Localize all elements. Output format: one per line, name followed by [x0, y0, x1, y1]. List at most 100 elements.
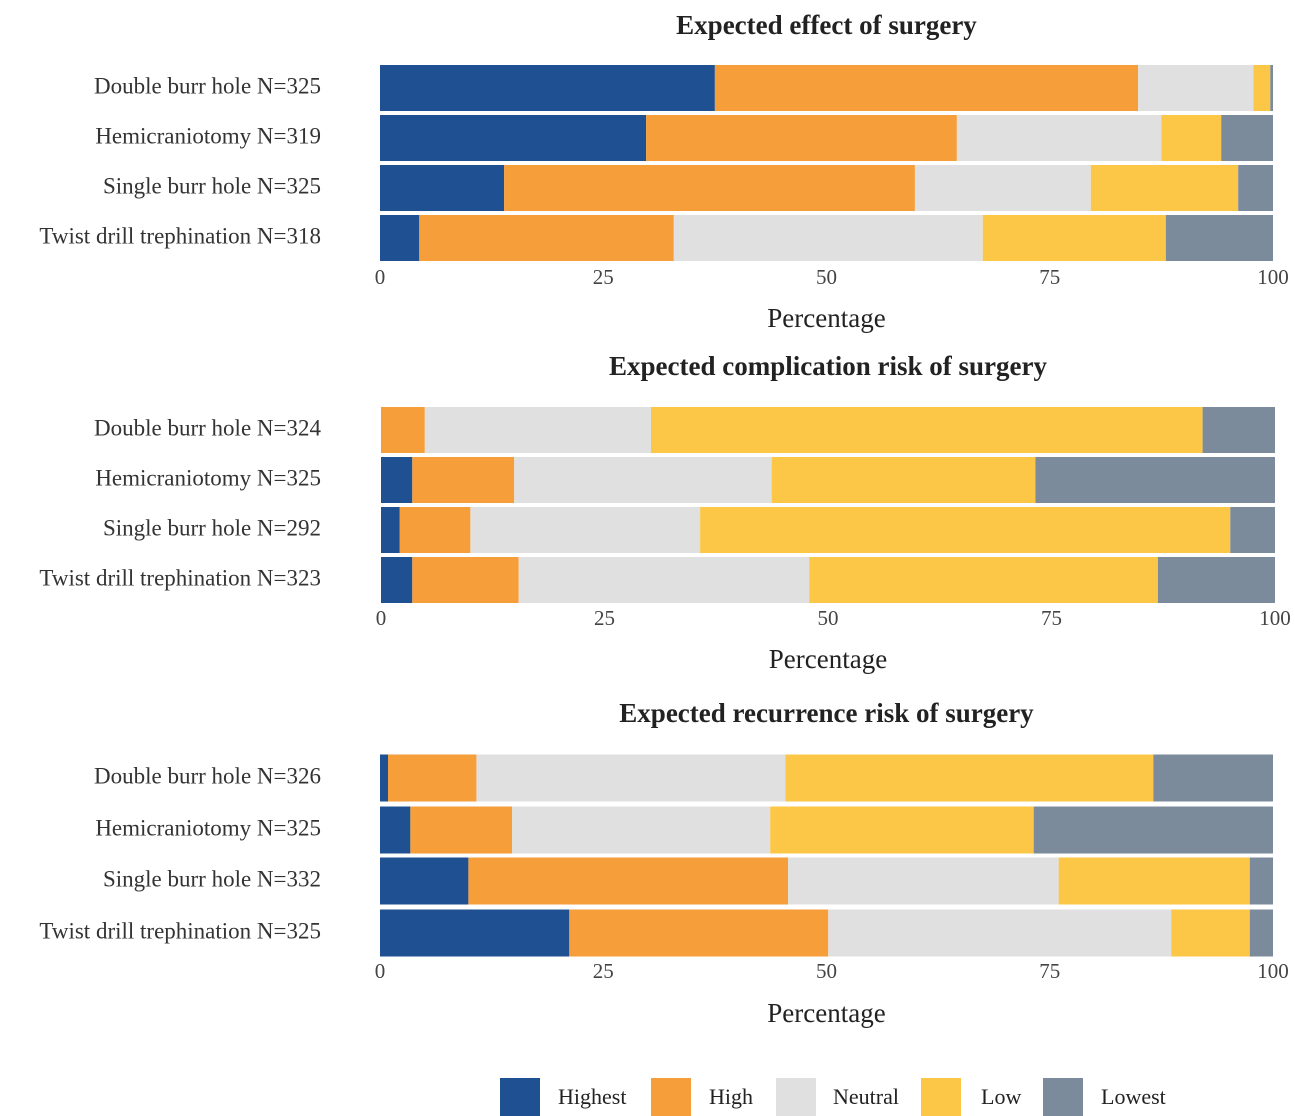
- x-tick-label: 50: [816, 265, 837, 289]
- bar-segment: [514, 457, 772, 503]
- x-tick-label: 50: [816, 959, 837, 983]
- bar-segment: [673, 215, 983, 261]
- category-label: Twist drill trephination N=323: [39, 565, 321, 590]
- bar-segment: [1153, 754, 1273, 802]
- bar-segment: [1033, 806, 1273, 854]
- bar-segment: [424, 407, 651, 453]
- bar-segment: [956, 115, 1162, 161]
- bar-segment: [410, 806, 513, 854]
- category-label: Hemicraniotomy N=325: [95, 815, 321, 840]
- bar-segment: [380, 806, 411, 854]
- bar-segment: [1238, 165, 1273, 211]
- bar-segment: [388, 754, 477, 802]
- legend-label: High: [709, 1084, 753, 1109]
- x-tick-label: 50: [818, 606, 839, 630]
- category-label: Double burr hole N=324: [94, 415, 321, 440]
- x-tick-label: 25: [593, 959, 614, 983]
- x-axis-label: Percentage: [767, 998, 885, 1028]
- bar-segment: [788, 857, 1059, 905]
- bar-segment: [1249, 857, 1273, 905]
- x-tick-label: 100: [1257, 959, 1289, 983]
- bar-segment: [1035, 457, 1275, 503]
- bar-segment: [771, 457, 1036, 503]
- bar-segment: [714, 65, 1139, 111]
- bar-segment: [1138, 65, 1254, 111]
- category-label: Single burr hole N=325: [103, 173, 321, 198]
- bar-segment: [650, 407, 1203, 453]
- bar-segment: [380, 165, 505, 211]
- bar-segment: [518, 557, 810, 603]
- bar-segment: [1270, 65, 1273, 111]
- category-label: Twist drill trephination N=325: [39, 918, 321, 943]
- bar-segment: [700, 507, 1231, 553]
- bar-segment: [982, 215, 1166, 261]
- category-label: Single burr hole N=292: [103, 515, 321, 540]
- bar-segment: [770, 806, 1034, 854]
- legend-label: Lowest: [1101, 1084, 1166, 1109]
- bar-segment: [1090, 165, 1239, 211]
- x-axis-label: Percentage: [767, 303, 885, 333]
- bar-segment: [381, 507, 400, 553]
- bar-segment: [569, 909, 829, 957]
- chart-title: Expected effect of surgery: [676, 10, 977, 40]
- bar-segment: [1230, 507, 1275, 553]
- legend-swatch: [651, 1078, 691, 1116]
- bar-segment: [914, 165, 1091, 211]
- bar-segment: [1165, 215, 1273, 261]
- x-tick-label: 75: [1039, 959, 1060, 983]
- legend-swatch: [921, 1078, 961, 1116]
- bar-segment: [380, 65, 715, 111]
- x-tick-label: 75: [1041, 606, 1062, 630]
- bar-segment: [380, 754, 389, 802]
- bar-segment: [828, 909, 1172, 957]
- bar-segment: [380, 115, 647, 161]
- legend-swatch: [776, 1078, 816, 1116]
- bar-segment: [1253, 65, 1271, 111]
- bar-segment: [419, 215, 674, 261]
- chart-title: Expected recurrence risk of surgery: [619, 698, 1034, 728]
- bar-segment: [512, 806, 771, 854]
- bar-segment: [1221, 115, 1273, 161]
- x-tick-label: 100: [1259, 606, 1291, 630]
- bar-segment: [504, 165, 915, 211]
- bar-segment: [381, 557, 413, 603]
- category-label: Double burr hole N=325: [94, 73, 321, 98]
- x-tick-label: 25: [593, 265, 614, 289]
- legend-swatch: [1043, 1078, 1083, 1116]
- x-tick-label: 0: [375, 959, 386, 983]
- legend-label: Neutral: [833, 1084, 899, 1109]
- chart-title: Expected complication risk of surgery: [609, 351, 1047, 381]
- x-tick-label: 75: [1039, 265, 1060, 289]
- bar-segment: [646, 115, 957, 161]
- x-tick-label: 0: [376, 606, 387, 630]
- bar-segment: [1249, 909, 1273, 957]
- legend-label: Low: [981, 1084, 1021, 1109]
- bar-segment: [381, 457, 413, 503]
- x-tick-label: 100: [1257, 265, 1289, 289]
- bar-segment: [809, 557, 1158, 603]
- bar-segment: [1157, 557, 1275, 603]
- bar-segment: [476, 754, 786, 802]
- legend-swatch: [500, 1078, 540, 1116]
- category-label: Single burr hole N=332: [103, 866, 321, 891]
- legend-label: Highest: [558, 1084, 626, 1109]
- bar-segment: [380, 909, 570, 957]
- category-label: Twist drill trephination N=318: [39, 223, 321, 248]
- x-tick-label: 0: [375, 265, 386, 289]
- bar-segment: [470, 507, 701, 553]
- bar-segment: [468, 857, 789, 905]
- x-axis-label: Percentage: [769, 644, 887, 674]
- bar-segment: [412, 557, 519, 603]
- bar-segment: [1161, 115, 1222, 161]
- category-label: Double burr hole N=326: [94, 763, 321, 788]
- bar-segment: [399, 507, 471, 553]
- bar-segment: [381, 407, 425, 453]
- bar-segment: [412, 457, 515, 503]
- bar-segment: [785, 754, 1154, 802]
- bar-segment: [1171, 909, 1250, 957]
- bar-segment: [380, 215, 420, 261]
- bar-segment: [1058, 857, 1250, 905]
- category-label: Hemicraniotomy N=325: [95, 465, 321, 490]
- bar-segment: [380, 857, 469, 905]
